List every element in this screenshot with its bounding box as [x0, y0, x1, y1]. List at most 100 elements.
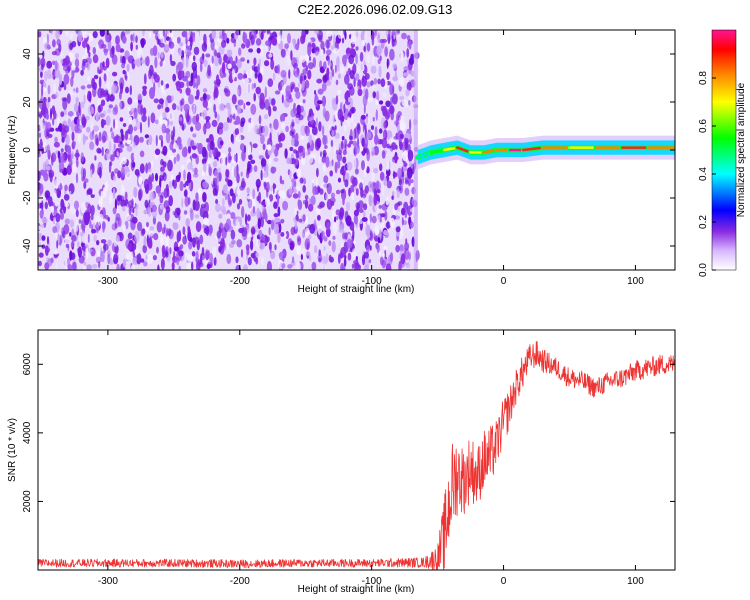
- noise-speckle: [306, 142, 311, 149]
- noise-speckle: [387, 254, 393, 266]
- noise-speckle: [246, 195, 253, 200]
- noise-speckle: [364, 116, 370, 126]
- noise-speckle: [210, 39, 215, 51]
- noise-speckle: [168, 181, 173, 189]
- noise-speckle: [239, 143, 245, 151]
- noise-speckle: [260, 234, 265, 242]
- noise-speckle: [390, 111, 395, 121]
- noise-speckle: [309, 114, 314, 125]
- noise-speckle: [318, 257, 322, 262]
- noise-speckle: [72, 90, 77, 96]
- noise-speckle: [408, 252, 411, 261]
- noise-speckle: [365, 224, 371, 237]
- noise-speckle: [206, 263, 211, 270]
- noise-speckle: [240, 249, 244, 258]
- noise-speckle: [341, 37, 345, 44]
- noise-speckle: [188, 94, 194, 105]
- noise-speckle: [191, 261, 194, 270]
- noise-speckle: [305, 251, 311, 256]
- noise-speckle: [82, 31, 88, 39]
- noise-speckle: [395, 215, 400, 220]
- noise-speckle: [190, 237, 193, 243]
- noise-speckle: [354, 168, 359, 175]
- noise-speckle: [73, 179, 76, 184]
- noise-speckle: [401, 207, 406, 216]
- noise-speckle: [292, 193, 299, 199]
- noise-speckle: [324, 145, 328, 149]
- noise-speckle: [392, 30, 398, 38]
- noise-speckle: [81, 40, 88, 49]
- noise-speckle: [97, 87, 103, 99]
- noise-speckle: [216, 172, 222, 183]
- noise-speckle: [149, 226, 155, 231]
- noise-speckle: [343, 103, 346, 114]
- noise-speckle: [350, 175, 356, 184]
- noise-speckle: [345, 201, 351, 212]
- noise-speckle: [348, 54, 355, 65]
- noise-speckle: [318, 35, 323, 43]
- noise-speckle: [171, 95, 174, 102]
- noise-speckle: [255, 178, 261, 188]
- noise-speckle: [259, 92, 265, 105]
- noise-speckle: [358, 200, 364, 209]
- noise-speckle: [267, 219, 272, 225]
- noise-speckle: [161, 150, 167, 155]
- noise-speckle: [222, 184, 228, 194]
- noise-speckle: [255, 257, 259, 265]
- noise-speckle: [403, 170, 408, 178]
- noise-speckle: [297, 237, 302, 246]
- noise-speckle: [53, 82, 57, 94]
- noise-speckle: [203, 59, 208, 67]
- noise-speckle: [55, 30, 60, 40]
- noise-speckle: [407, 167, 413, 179]
- noise-speckle: [374, 30, 378, 37]
- noise-speckle: [152, 210, 157, 219]
- noise-speckle: [292, 256, 295, 264]
- noise-speckle: [349, 135, 354, 141]
- noise-speckle: [203, 162, 207, 173]
- noise-speckle: [354, 143, 360, 155]
- noise-speckle: [205, 225, 210, 236]
- noise-speckle: [221, 39, 227, 48]
- noise-speckle: [260, 158, 267, 167]
- noise-speckle: [76, 118, 80, 127]
- noise-speckle: [377, 214, 381, 221]
- noise-speckle: [208, 163, 211, 176]
- noise-speckle: [235, 256, 239, 264]
- noise-speckle: [340, 246, 347, 258]
- noise-speckle: [284, 43, 289, 49]
- noise-speckle: [407, 41, 410, 48]
- noise-speckle: [100, 190, 104, 201]
- noise-speckle: [278, 223, 282, 233]
- noise-speckle: [371, 55, 375, 66]
- noise-speckle: [134, 230, 140, 243]
- noise-speckle: [383, 130, 386, 138]
- noise-speckle: [213, 55, 220, 67]
- noise-speckle: [349, 140, 354, 145]
- noise-speckle: [58, 85, 62, 92]
- noise-speckle: [238, 47, 242, 56]
- noise-speckle: [264, 197, 271, 207]
- noise-speckle: [258, 124, 263, 137]
- noise-speckle: [310, 195, 316, 206]
- noise-speckle: [336, 152, 343, 162]
- noise-speckle: [69, 32, 74, 40]
- noise-speckle: [38, 225, 42, 230]
- x-tick-label: -100: [362, 276, 382, 287]
- noise-speckle: [325, 156, 330, 168]
- noise-speckle: [84, 46, 88, 56]
- noise-speckle: [391, 142, 397, 151]
- noise-speckle: [142, 85, 148, 90]
- noise-speckle: [98, 197, 103, 208]
- noise-speckle: [257, 73, 263, 83]
- noise-speckle: [296, 262, 301, 270]
- noise-speckle: [303, 33, 306, 43]
- noise-speckle: [404, 248, 410, 260]
- noise-speckle: [143, 209, 148, 215]
- noise-speckle: [296, 244, 302, 256]
- noise-speckle: [59, 168, 64, 173]
- noise-speckle: [43, 36, 48, 45]
- noise-speckle: [231, 94, 237, 105]
- noise-speckle: [135, 35, 138, 43]
